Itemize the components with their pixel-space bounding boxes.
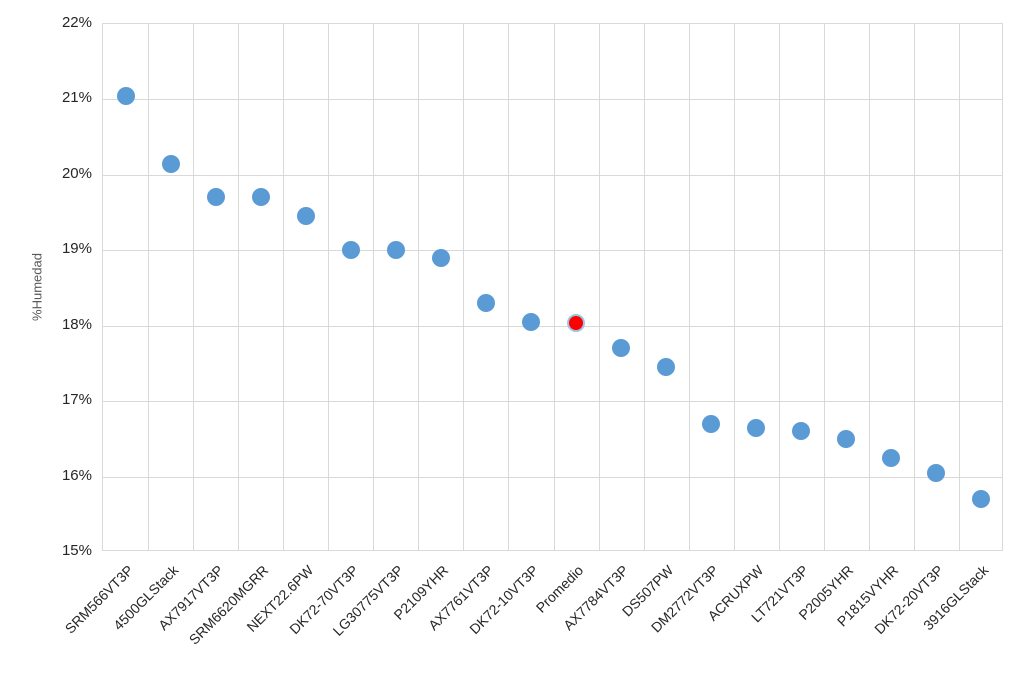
gridline-vertical: [283, 24, 285, 550]
gridline-vertical: [463, 24, 465, 550]
data-point-highlight: [567, 313, 586, 332]
data-point: [657, 358, 676, 377]
gridline-vertical: [643, 24, 645, 550]
gridline-vertical: [418, 24, 420, 550]
data-point: [612, 339, 631, 358]
data-point: [702, 414, 721, 433]
gridline-horizontal: [103, 401, 1002, 403]
y-axis-title: %Humedad: [29, 253, 45, 321]
gridline-horizontal: [103, 250, 1002, 252]
data-point: [747, 418, 766, 437]
y-tick-label: 16%: [61, 466, 92, 484]
y-tick-label: 22%: [61, 14, 92, 31]
y-tick-label: 15%: [61, 542, 92, 559]
gridline-horizontal: [103, 174, 1002, 176]
gridline-vertical: [148, 24, 150, 550]
y-tick-label: 17%: [61, 391, 92, 409]
data-point: [341, 241, 360, 260]
gridline-horizontal: [103, 476, 1002, 478]
y-tick-label: 21%: [61, 89, 92, 107]
gridline-vertical: [373, 24, 375, 550]
data-point: [927, 463, 946, 482]
plot-area: [102, 23, 1003, 551]
data-point: [386, 241, 405, 260]
gridline-vertical: [688, 24, 690, 550]
gridline-vertical: [823, 24, 825, 550]
data-point: [521, 312, 540, 331]
gridline-vertical: [193, 24, 195, 550]
data-point: [116, 86, 135, 105]
gridline-vertical: [913, 24, 915, 550]
gridline-vertical: [328, 24, 330, 550]
data-point: [206, 188, 225, 207]
data-point: [296, 207, 315, 226]
data-point: [837, 429, 856, 448]
data-point: [476, 294, 495, 313]
y-tick-label: 20%: [61, 164, 92, 182]
data-point: [251, 188, 270, 207]
y-tick-label: 19%: [61, 240, 92, 258]
data-point: [882, 448, 901, 467]
gridline-vertical: [238, 24, 240, 550]
gridline-horizontal: [103, 325, 1002, 327]
data-point: [792, 422, 811, 441]
gridline-vertical: [868, 24, 870, 550]
gridline-vertical: [733, 24, 735, 550]
gridline-vertical: [508, 24, 510, 550]
gridline-vertical: [958, 24, 960, 550]
gridline-horizontal: [103, 99, 1002, 101]
y-tick-label: 18%: [61, 315, 92, 333]
gridline-vertical: [553, 24, 555, 550]
data-point: [161, 154, 180, 173]
gridline-vertical: [778, 24, 780, 550]
data-point: [431, 248, 450, 267]
data-point: [972, 490, 991, 509]
gridline-vertical: [598, 24, 600, 550]
